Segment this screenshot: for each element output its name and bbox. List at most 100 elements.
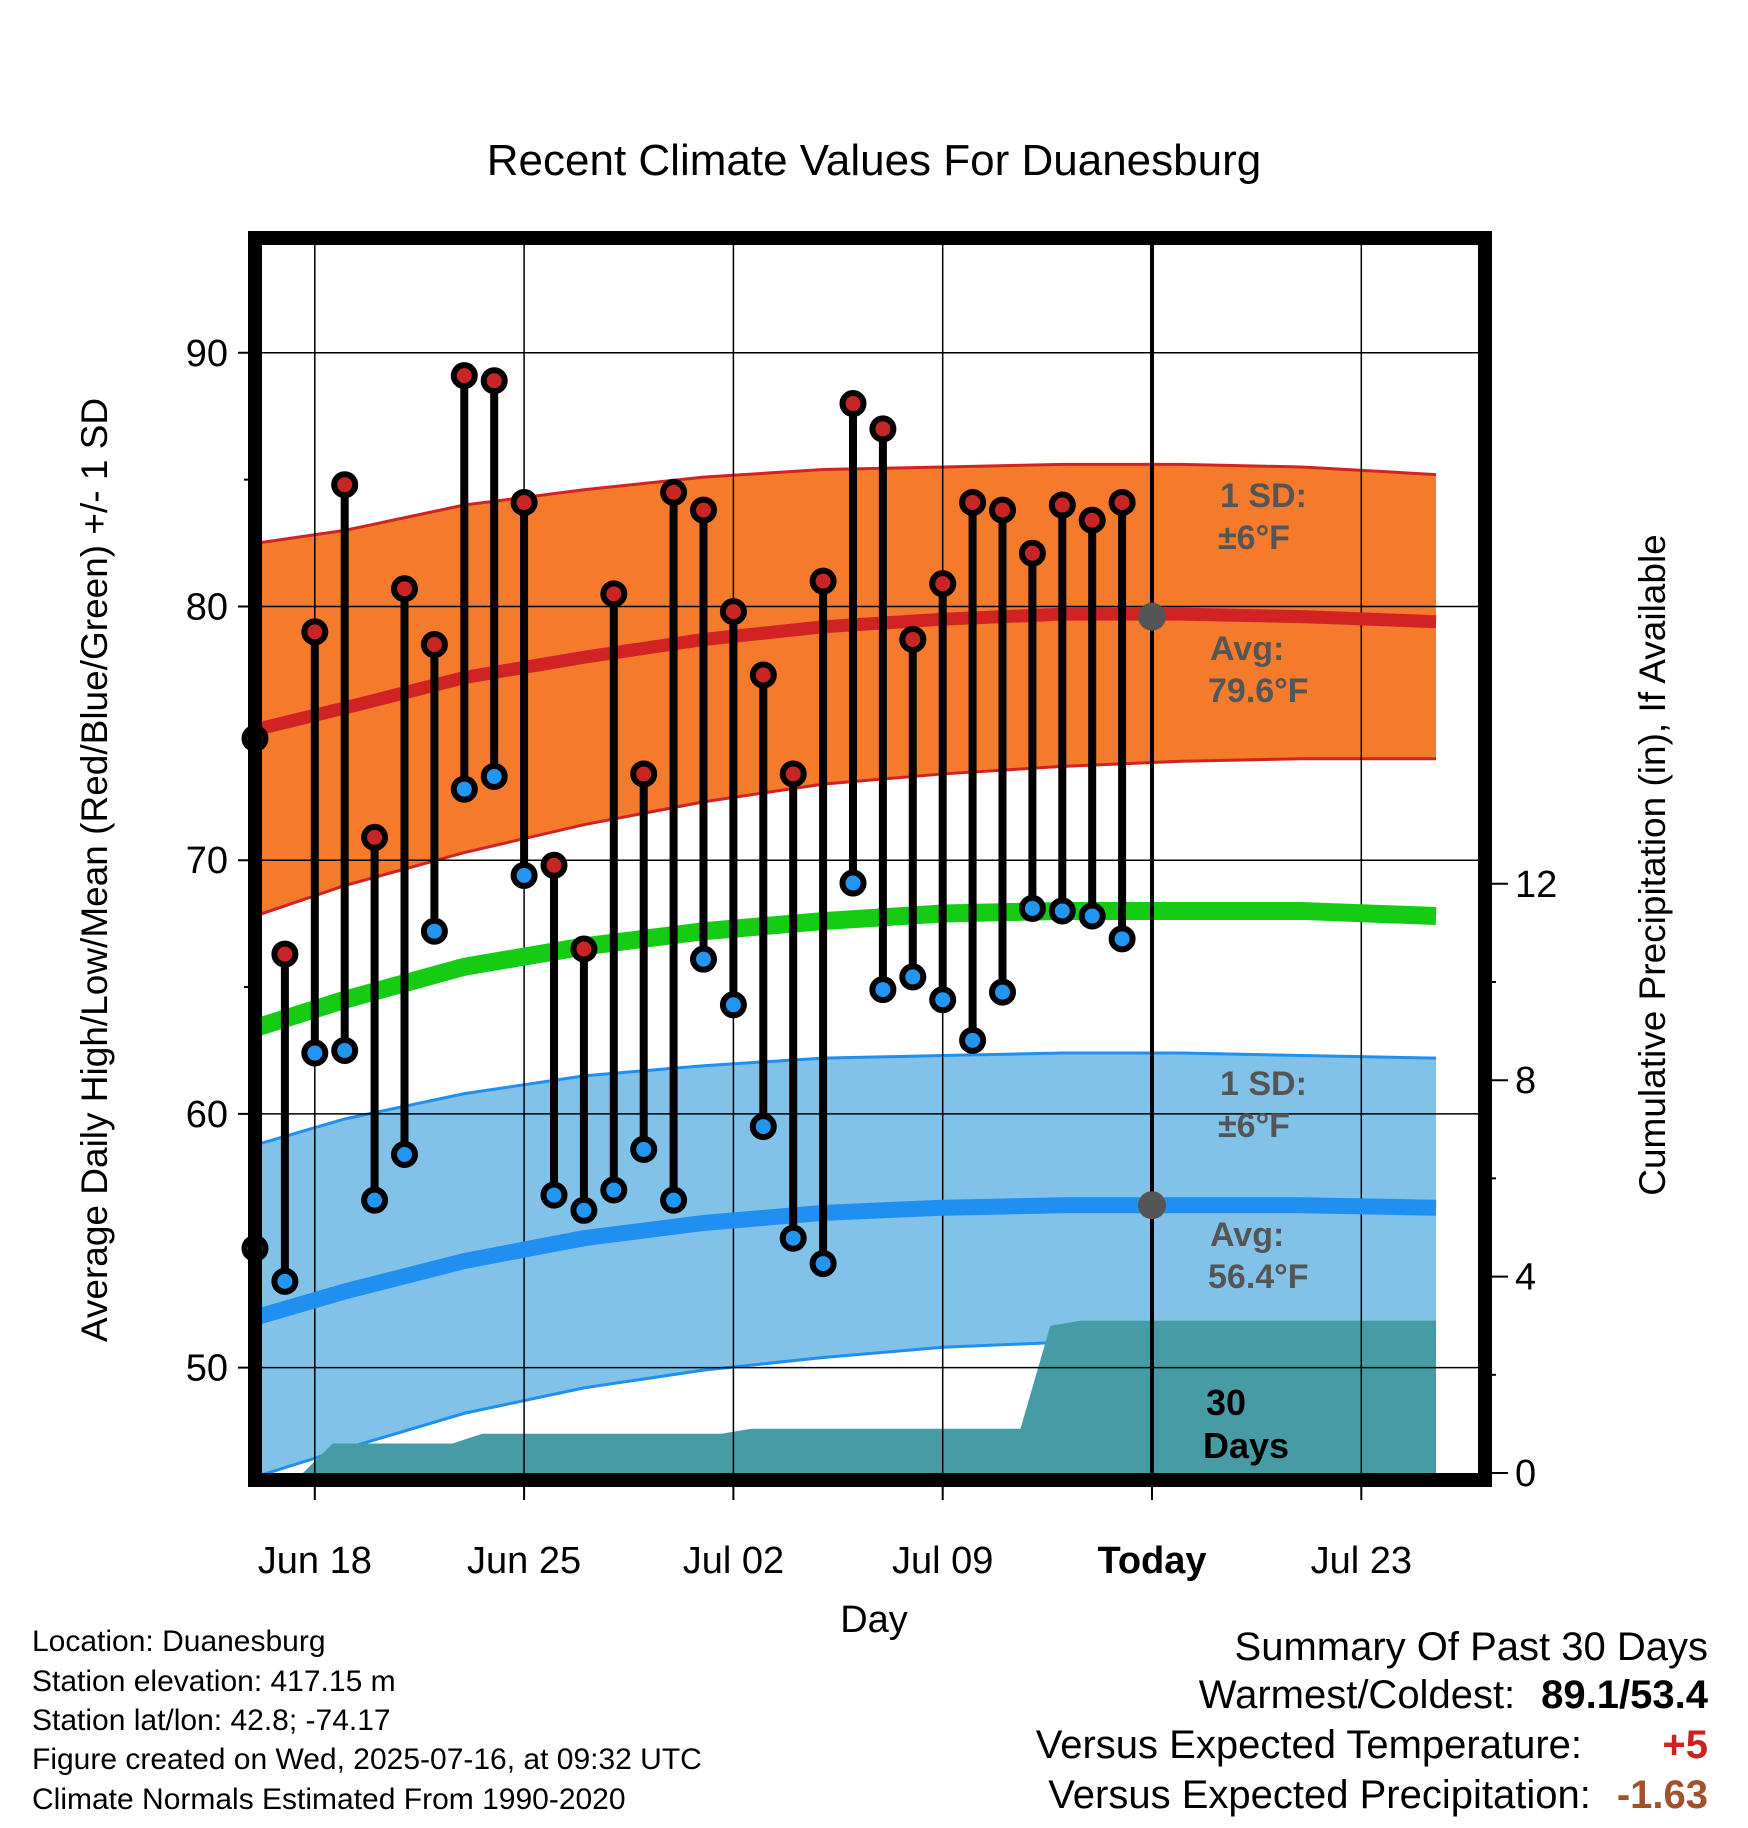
low-point bbox=[989, 978, 1016, 1006]
summary-title: Summary Of Past 30 Days bbox=[1234, 1625, 1708, 1669]
normal-mean-line bbox=[262, 901, 1437, 1036]
low-point bbox=[480, 762, 508, 790]
y2-tick-label: 4 bbox=[1515, 1257, 1536, 1299]
low-point bbox=[420, 917, 448, 945]
low-point bbox=[959, 1026, 987, 1054]
high-point bbox=[779, 760, 807, 788]
low-point bbox=[570, 1196, 598, 1224]
low-point bbox=[839, 869, 867, 897]
low-point bbox=[301, 1039, 329, 1067]
y2-tick-label: 12 bbox=[1515, 864, 1557, 906]
high-point bbox=[450, 362, 478, 390]
y2-axis-label: Cumulative Precipitation (in), If Availa… bbox=[1632, 534, 1673, 1196]
low-point bbox=[391, 1140, 418, 1168]
high-point bbox=[869, 415, 897, 443]
y-tick-label: 80 bbox=[186, 587, 228, 629]
high-point bbox=[301, 618, 329, 646]
low-sd-value: ±6°F bbox=[1218, 1107, 1290, 1145]
high-point bbox=[929, 570, 957, 598]
precipitation-anomaly: -1.63 bbox=[1616, 1773, 1708, 1817]
temperature-anomaly: +5 bbox=[1662, 1723, 1708, 1767]
summary-warm-cold: Warmest/Coldest: 89.1/53.4 bbox=[1199, 1673, 1708, 1718]
warm-cold-label: Warmest/Coldest: bbox=[1198, 1673, 1516, 1717]
x-tick-label: Jun 18 bbox=[258, 1540, 372, 1582]
high-point bbox=[660, 478, 688, 506]
low-point bbox=[660, 1186, 688, 1214]
high-point bbox=[480, 367, 508, 395]
warm-cold-value: 89.1/53.4 bbox=[1541, 1673, 1708, 1717]
high-sd-label: 1 SD: bbox=[1220, 477, 1307, 515]
low-sd-label: 1 SD: bbox=[1220, 1065, 1307, 1103]
high-point bbox=[1108, 488, 1136, 516]
low-point bbox=[1108, 925, 1136, 953]
high-point bbox=[570, 935, 598, 963]
low-point bbox=[630, 1135, 658, 1163]
low-point bbox=[1048, 897, 1076, 925]
low-point bbox=[929, 986, 957, 1014]
latlon-text: Station lat/lon: 42.8; -74.17 bbox=[32, 1704, 391, 1737]
summary-precipitation: Versus Expected Precipitation: -1.63 bbox=[1048, 1773, 1708, 1818]
high-point bbox=[989, 496, 1016, 524]
period-label-unit: Days bbox=[1203, 1425, 1289, 1466]
y-tick-label: 60 bbox=[186, 1094, 228, 1136]
precipitation-label: Versus Expected Precipitation: bbox=[1048, 1773, 1591, 1817]
high-sd-upper-edge bbox=[262, 462, 1437, 544]
high-point bbox=[361, 823, 389, 851]
y-tick-label: 70 bbox=[186, 840, 228, 882]
high-point bbox=[1018, 539, 1046, 567]
y2-tick-label: 8 bbox=[1515, 1060, 1536, 1102]
low-point bbox=[331, 1036, 359, 1064]
precipitation-area bbox=[262, 1320, 1437, 1473]
summary-temperature: Versus Expected Temperature: +5 bbox=[1036, 1723, 1708, 1768]
low-point bbox=[271, 1267, 299, 1295]
x-tick-label: Jul 23 bbox=[1311, 1540, 1412, 1582]
y-axis-label: Average Daily High/Low/Mean (Red/Blue/Gr… bbox=[74, 398, 115, 1342]
x-tick-label: Jun 25 bbox=[467, 1540, 581, 1582]
high-point bbox=[510, 488, 538, 516]
low-point bbox=[600, 1176, 628, 1204]
high-point bbox=[630, 760, 658, 788]
location-text: Location: Duanesburg bbox=[32, 1625, 326, 1658]
plot-area bbox=[262, 245, 1478, 1473]
low-point bbox=[361, 1186, 389, 1214]
normals-text: Climate Normals Estimated From 1990-2020 bbox=[32, 1783, 626, 1816]
high-point bbox=[719, 598, 747, 626]
high-point bbox=[391, 575, 418, 603]
low-avg-label: Avg: bbox=[1210, 1216, 1284, 1254]
period-label-number: 30 bbox=[1206, 1382, 1246, 1423]
low-avg-value: 56.4°F bbox=[1208, 1258, 1309, 1296]
x-tick-label: Jul 02 bbox=[683, 1540, 784, 1582]
low-point bbox=[690, 945, 717, 973]
high-avg-value: 79.6°F bbox=[1208, 672, 1309, 710]
today-high-avg-marker bbox=[1138, 602, 1166, 631]
chart-title: Recent Climate Values For Duanesburg bbox=[487, 136, 1261, 185]
low-point bbox=[779, 1224, 807, 1252]
y-tick-label: 90 bbox=[186, 333, 228, 375]
x-tick-label: Today bbox=[1097, 1540, 1206, 1582]
high-sd-value: ±6°F bbox=[1218, 519, 1290, 557]
low-point bbox=[719, 991, 747, 1019]
high-point bbox=[809, 567, 837, 595]
low-point bbox=[869, 976, 897, 1004]
low-point bbox=[540, 1181, 568, 1209]
low-point bbox=[450, 775, 478, 803]
today-low-avg-marker bbox=[1138, 1191, 1166, 1220]
low-point bbox=[510, 861, 538, 889]
x-tick-label: Jul 09 bbox=[892, 1540, 993, 1582]
y-tick-label: 50 bbox=[186, 1348, 228, 1390]
high-point bbox=[1048, 491, 1076, 519]
high-point bbox=[1078, 506, 1106, 534]
high-point bbox=[271, 940, 299, 968]
low-point bbox=[809, 1250, 837, 1278]
low-point bbox=[899, 963, 927, 991]
created-text: Figure created on Wed, 2025-07-16, at 09… bbox=[32, 1743, 702, 1776]
high-point bbox=[899, 625, 927, 653]
low-point bbox=[1078, 902, 1106, 930]
x-axis-label: Day bbox=[840, 1599, 908, 1641]
y2-tick-label: 0 bbox=[1515, 1453, 1536, 1495]
elevation-text: Station elevation: 417.15 m bbox=[32, 1665, 396, 1698]
low-point bbox=[749, 1113, 777, 1141]
temperature-label: Versus Expected Temperature: bbox=[1035, 1723, 1582, 1767]
high-point bbox=[690, 496, 717, 524]
